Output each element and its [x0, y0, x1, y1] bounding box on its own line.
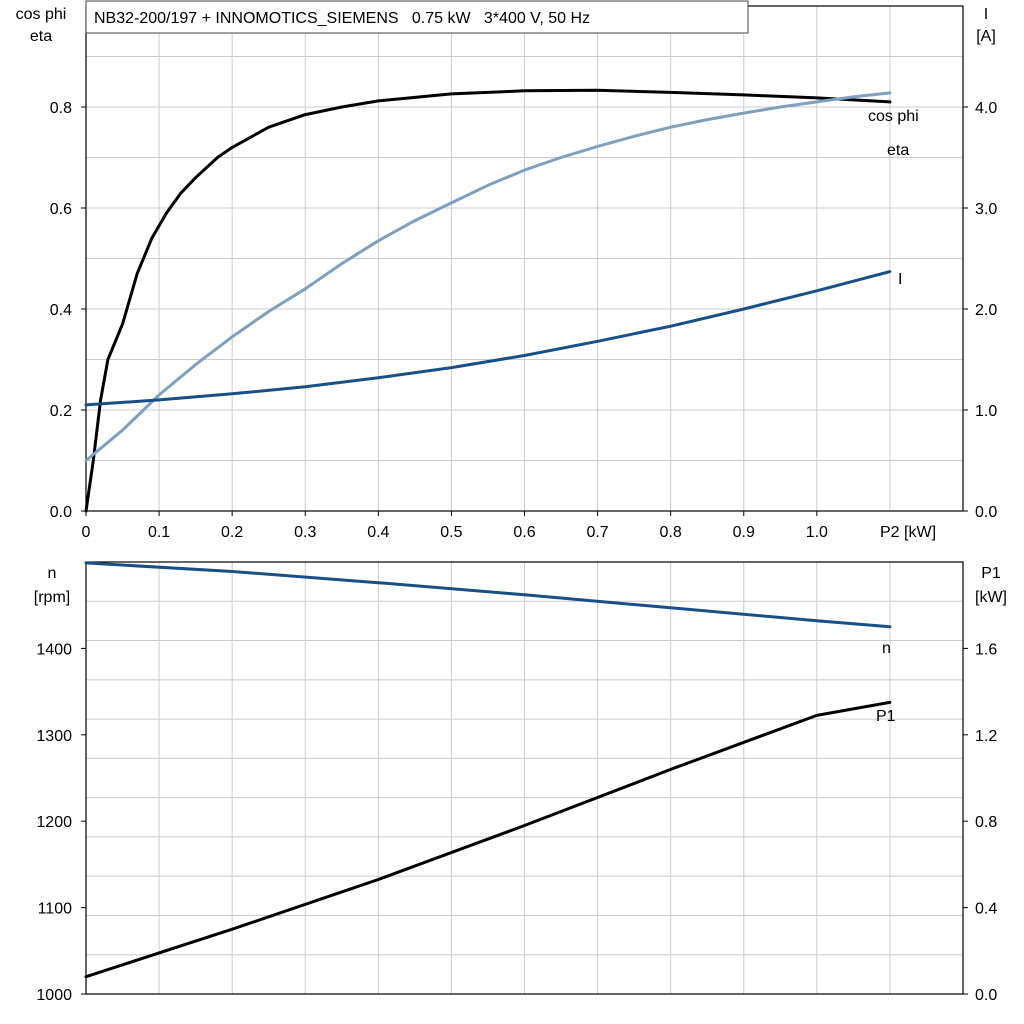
- series-label-eta: eta: [887, 142, 909, 159]
- y-left-tick-label: 0.4: [50, 302, 72, 319]
- x-tick-label: 0.8: [660, 524, 682, 541]
- y-right-tick-label: 1.0: [975, 403, 997, 420]
- x-tick-label: 0.5: [440, 524, 462, 541]
- series-line-n: [86, 563, 890, 627]
- series-label-n: n: [882, 640, 891, 657]
- y-left-tick-label: 1100: [38, 901, 73, 918]
- x-tick-label: 0.1: [148, 524, 170, 541]
- y-left-tick-label: 0.6: [50, 201, 72, 218]
- y-right-tick-label: 1.6: [975, 641, 997, 658]
- chart-title: NB32-200/197 + INNOMOTICS_SIEMENS 0.75 k…: [94, 10, 590, 27]
- series-label-p1: P1: [876, 708, 896, 725]
- x-tick-label: 0.2: [221, 524, 243, 541]
- series-line-eta: [86, 90, 890, 511]
- x-tick-label: 0.4: [367, 524, 389, 541]
- x-axis-label: P2 [kW]: [880, 524, 936, 541]
- x-tick-label: 1.0: [806, 524, 828, 541]
- y-right-tick-label: 0.8: [975, 814, 997, 831]
- y-left-tick-label: 0.0: [50, 504, 72, 521]
- y-right-tick-label: 0.0: [975, 987, 997, 1004]
- y-right-tick-label: 2.0: [975, 302, 997, 319]
- y-left-tick-label: 1400: [36, 641, 72, 658]
- grid: [86, 562, 963, 994]
- y-left-tick-label: 1300: [36, 728, 72, 745]
- y-left-axis-label: eta: [30, 28, 52, 45]
- x-tick-label: 0.7: [586, 524, 608, 541]
- grid: [86, 6, 963, 511]
- y-right-tick-label: 0.0: [975, 504, 997, 521]
- y-right-tick-label: 4.0: [975, 100, 997, 117]
- series-label-cos-phi: cos phi: [868, 108, 919, 125]
- y-right-tick-label: 0.4: [975, 901, 997, 918]
- x-tick-label: 0.6: [513, 524, 535, 541]
- y-left-axis-label: [rpm]: [34, 589, 70, 606]
- top-panel: 0.0 0.2 0.4 0.6 0.8 0.0 1.0 2.0 3.0 4.0 0 0.1 0.2 0.3…: [16, 1, 998, 541]
- series-label-i: I: [898, 271, 902, 288]
- y-left-axis-label: cos phi: [16, 6, 67, 23]
- y-right-axis-label: I: [984, 6, 988, 23]
- y-left-tick-label: 0.8: [50, 100, 72, 117]
- x-tick-label: 0.9: [733, 524, 755, 541]
- y-left-tick-label: 1000: [36, 987, 72, 1004]
- bottom-panel: 1000 1100 1200 1300 1400 0.0 0.4 0.8 1.2 1.6 n [rpm…: [34, 562, 1007, 1004]
- y-right-axis-label: [kW]: [975, 589, 1007, 606]
- series-line-i: [86, 272, 890, 405]
- y-left-axis-label: n: [48, 565, 57, 582]
- series-line-p1: [86, 702, 890, 976]
- x-tick-label: 0.3: [294, 524, 316, 541]
- y-right-tick-label: 3.0: [975, 201, 997, 218]
- x-tick-label: 0: [82, 524, 91, 541]
- series-line-cos-phi: [86, 93, 890, 461]
- y-right-tick-label: 1.2: [975, 728, 997, 745]
- y-left-tick-label: 1200: [36, 814, 72, 831]
- y-right-axis-label: P1: [981, 565, 1001, 582]
- y-left-tick-label: 0.2: [50, 403, 72, 420]
- y-right-axis-label: [A]: [976, 28, 996, 45]
